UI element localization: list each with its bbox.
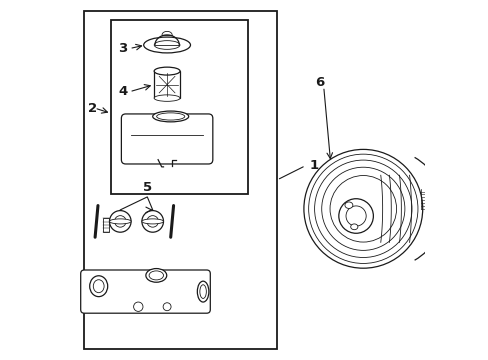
Ellipse shape [89,276,107,297]
Text: 3: 3 [118,42,127,55]
Ellipse shape [93,280,104,293]
FancyBboxPatch shape [121,114,212,164]
Text: 5: 5 [142,181,152,194]
Ellipse shape [152,111,188,122]
Bar [111,20,247,194]
Text: 6: 6 [315,76,324,89]
Circle shape [146,216,158,227]
Ellipse shape [156,113,184,120]
Circle shape [338,199,373,233]
Ellipse shape [109,219,131,224]
Ellipse shape [154,41,180,49]
Circle shape [142,211,163,232]
Ellipse shape [344,202,352,208]
Circle shape [109,211,131,232]
Ellipse shape [143,37,190,53]
Text: 2: 2 [88,102,97,114]
Ellipse shape [145,269,166,282]
Bar [84,11,276,349]
Ellipse shape [154,67,180,75]
Circle shape [303,149,422,268]
Ellipse shape [197,281,208,302]
Bar [154,71,180,98]
Circle shape [114,216,126,227]
FancyBboxPatch shape [81,270,210,313]
Text: 4: 4 [118,85,127,98]
Ellipse shape [200,285,206,298]
Circle shape [133,302,142,311]
Bar [102,218,109,232]
Ellipse shape [142,219,163,224]
Ellipse shape [154,95,180,101]
Circle shape [346,206,366,226]
Text: 1: 1 [309,159,318,172]
Ellipse shape [149,271,163,280]
Circle shape [163,303,171,311]
Ellipse shape [350,224,357,230]
